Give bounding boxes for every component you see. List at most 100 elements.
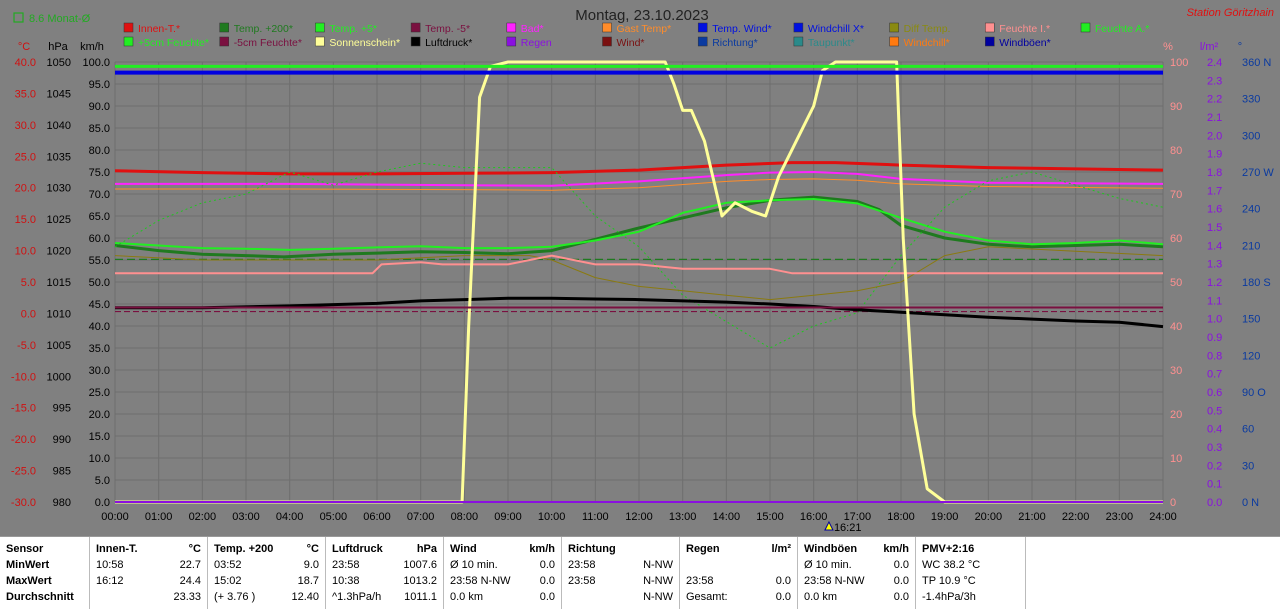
legend-label: Windchill X* bbox=[808, 23, 864, 35]
stats-row-labels: Sensor MinWert MaxWert Durchschnitt bbox=[0, 537, 90, 609]
axis-tick-label: 1.9 bbox=[1207, 149, 1222, 161]
stats-column: Regen l/m² 23:58 0.0 Gesamt: 0.0 bbox=[680, 537, 798, 609]
time-marker-icon bbox=[824, 520, 834, 531]
stats-row-label: Sensor bbox=[6, 543, 44, 555]
axis-tick-label: 80 bbox=[1170, 145, 1182, 157]
x-tick-label: 13:00 bbox=[669, 511, 697, 523]
x-tick-label: 20:00 bbox=[975, 511, 1003, 523]
unit-label: °C bbox=[18, 41, 30, 53]
axis-tick-label: 0.0 bbox=[95, 497, 110, 509]
axis-tick-label: -25.0 bbox=[11, 466, 36, 478]
legend-swatch bbox=[315, 22, 325, 33]
axis-tick-label: 90.0 bbox=[89, 101, 110, 113]
x-tick-label: 24:00 bbox=[1149, 511, 1177, 523]
stats-cell: 23:58 N-NW bbox=[568, 559, 673, 571]
axis-tick-label: 0.9 bbox=[1207, 332, 1222, 344]
axis-tick-label: 40 bbox=[1170, 321, 1182, 333]
axis-tick-label: 60.0 bbox=[89, 233, 110, 245]
x-tick-label: 17:00 bbox=[844, 511, 872, 523]
stats-cell: 0.0 km 0.0 bbox=[450, 591, 555, 603]
axis-tick-label: 0 bbox=[1170, 497, 1176, 509]
axis-tick-label: 120 bbox=[1242, 350, 1260, 362]
stats-column-header: Richtung bbox=[568, 543, 616, 555]
series-line bbox=[114, 162, 1164, 349]
stats-row-label: MaxWert bbox=[6, 575, 52, 587]
axis-tick-label: -10.0 bbox=[11, 371, 36, 383]
time-marker-label: 16:21 bbox=[834, 522, 862, 534]
axis-tick-label: 20.0 bbox=[15, 183, 36, 195]
month-avg-label: 8.6 Monat-Ø bbox=[29, 13, 91, 25]
stats-cell: 0.0 km 0.0 bbox=[804, 591, 909, 603]
series-line bbox=[115, 60, 1163, 504]
stats-column-header: Windböen km/h bbox=[804, 543, 909, 555]
axis-tick-label: 300 bbox=[1242, 130, 1260, 142]
axis-tick-label: 1035 bbox=[47, 151, 71, 163]
stats-cell: 23.33 bbox=[173, 591, 201, 603]
axis-tick-label: 1.1 bbox=[1207, 295, 1222, 307]
stats-column: Wind km/h Ø 10 min. 0.0 23:58 N-NW 0.0 0.0 km 0… bbox=[444, 537, 562, 609]
axis-tick-label: 270 W bbox=[1242, 167, 1274, 179]
axis-tick-label: 60 bbox=[1170, 233, 1182, 245]
axis-tick-label: 0.0 bbox=[1207, 497, 1222, 509]
axis-tick-label: 70.0 bbox=[89, 189, 110, 201]
axis-tick-label: 1.4 bbox=[1207, 240, 1222, 252]
x-tick-label: 08:00 bbox=[451, 511, 479, 523]
axis-tick-label: 60 bbox=[1242, 424, 1254, 436]
x-tick-label: 07:00 bbox=[407, 511, 435, 523]
x-tick-label: 15:00 bbox=[756, 511, 784, 523]
series-line bbox=[115, 296, 1164, 329]
legend-label: Feuchte I.* bbox=[999, 23, 1050, 35]
stats-table: Sensor MinWert MaxWert Durchschnitt Innen-T.… bbox=[0, 536, 1280, 609]
legend-swatch bbox=[219, 22, 229, 33]
legend-label: Wind* bbox=[617, 37, 645, 49]
stats-cell: -1.4hPa/3h bbox=[922, 591, 976, 603]
legend-label: Windböen* bbox=[999, 37, 1050, 49]
axis-tick-label: 5.0 bbox=[21, 277, 36, 289]
axis-tick-label: 1040 bbox=[47, 120, 71, 132]
legend-swatch bbox=[793, 36, 804, 47]
legend-label: Regen bbox=[521, 37, 552, 49]
month-avg-icon bbox=[13, 12, 24, 23]
axis-tick-label: 15.0 bbox=[89, 431, 110, 443]
axis-tick-label: -15.0 bbox=[11, 403, 36, 415]
stats-cell: (+ 3.76 ) 12.40 bbox=[214, 591, 319, 603]
legend-label: Windchill* bbox=[904, 37, 950, 49]
axis-tick-label: 1005 bbox=[47, 340, 71, 352]
x-tick-label: 22:00 bbox=[1062, 511, 1090, 523]
axis-tick-label: 25.0 bbox=[89, 387, 110, 399]
axis-tick-label: -20.0 bbox=[11, 434, 36, 446]
axis-tick-label: 330 bbox=[1242, 94, 1260, 106]
stats-column: Innen-T. °C 10:58 22.7 16:12 24.4 23.33 bbox=[90, 537, 208, 609]
unit-labels: °C hPa km/h% l/m² ° bbox=[18, 41, 1242, 53]
axis-tick-label: 0.4 bbox=[1207, 424, 1222, 436]
axis-tick-label: 40.0 bbox=[15, 57, 36, 69]
axis-tick-label: 10.0 bbox=[15, 246, 36, 258]
chart-background bbox=[0, 0, 1280, 536]
axis-tick-label: 985 bbox=[53, 466, 71, 478]
stats-row-label: MinWert bbox=[6, 559, 50, 571]
legend-swatch bbox=[123, 22, 134, 33]
axis-tick-label: 100.0 bbox=[82, 57, 110, 69]
axis-tick-label: 2.1 bbox=[1207, 112, 1222, 124]
unit-label: km/h bbox=[80, 41, 104, 53]
stats-cell: WC 38.2 °C bbox=[922, 559, 981, 571]
axis-tick-label: 0.6 bbox=[1207, 387, 1222, 399]
legend-swatch bbox=[315, 36, 325, 47]
stats-column-header: Temp. +200 °C bbox=[214, 543, 319, 555]
stats-column: PMV+2:16 WC 38.2 °C TP 10.9 °C -1.4hPa/3h bbox=[916, 537, 1026, 609]
axis-tick-label: 10.0 bbox=[89, 453, 110, 465]
axis-tick-label: 35.0 bbox=[15, 88, 36, 100]
axis-tick-label: 85.0 bbox=[89, 123, 110, 135]
series-line bbox=[114, 161, 1164, 176]
x-tick-label: 03:00 bbox=[232, 511, 260, 523]
axis-tick-label: 40.0 bbox=[89, 321, 110, 333]
axis-tick-label: 95.0 bbox=[89, 79, 110, 91]
unit-label: ° bbox=[1238, 41, 1242, 53]
axis-tick-label: 0.5 bbox=[1207, 405, 1222, 417]
axis-tick-label: 1.5 bbox=[1207, 222, 1222, 234]
axis-tick-label: 240 bbox=[1242, 204, 1260, 216]
x-tick-label: 21:00 bbox=[1018, 511, 1046, 523]
legend-label: -5cm Feuchte* bbox=[234, 37, 302, 49]
axis-tick-label: 5.0 bbox=[95, 475, 110, 487]
axis-tick-label: 10 bbox=[1170, 453, 1182, 465]
